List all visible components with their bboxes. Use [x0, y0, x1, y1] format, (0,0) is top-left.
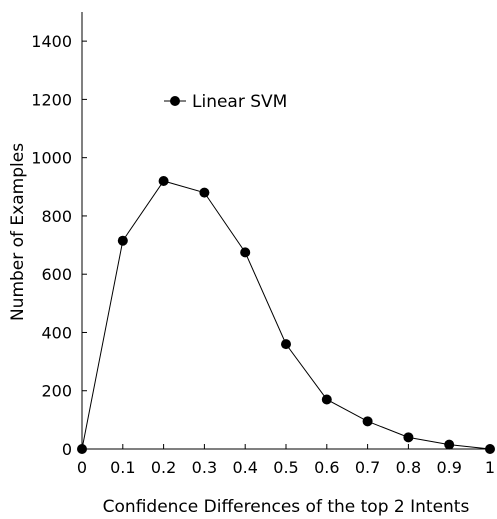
- data-point: [444, 439, 455, 450]
- y-axis-title: Number of Examples: [8, 143, 28, 321]
- y-tick-label: 1200: [31, 90, 72, 109]
- y-tick-label: 0: [62, 440, 72, 459]
- x-tick-label: 0.9: [436, 458, 461, 477]
- data-point: [485, 444, 495, 454]
- x-tick-label: 1: [485, 458, 495, 477]
- y-tick-label: 800: [41, 207, 72, 226]
- series-layer: [77, 175, 495, 454]
- x-tick-label: 0.2: [151, 458, 176, 477]
- y-tick-label: 1400: [31, 32, 72, 51]
- x-tick-label: 0.5: [273, 458, 298, 477]
- x-tick-label: 0.1: [110, 458, 135, 477]
- y-tick-label: 400: [41, 323, 72, 342]
- x-tick-label: 0.3: [192, 458, 217, 477]
- data-point: [240, 247, 251, 258]
- legend: Linear SVM: [164, 92, 287, 112]
- legend-entry-label: Linear SVM: [192, 92, 287, 112]
- x-ticks: 0 0.1 0.2 0.3 0.4 0.5 0.6 0.7 0.8 0.9 1: [77, 444, 495, 477]
- axes: [81, 12, 490, 450]
- x-tick-label: 0.7: [355, 458, 380, 477]
- data-point: [362, 416, 373, 427]
- x-tick-label: 0.8: [396, 458, 421, 477]
- data-point: [158, 175, 169, 186]
- data-point: [403, 432, 414, 443]
- series-line: [81, 180, 491, 450]
- data-point: [321, 394, 332, 405]
- y-tick-label: 600: [41, 265, 72, 284]
- data-point: [199, 187, 210, 198]
- x-tick-label: 0: [77, 458, 87, 477]
- y-tick-label: 200: [41, 382, 72, 401]
- data-point: [117, 235, 128, 246]
- data-point: [281, 339, 291, 350]
- data-point: [77, 444, 87, 454]
- y-tick-label: 1000: [31, 149, 72, 168]
- x-tick-label: 0.6: [314, 458, 339, 477]
- x-axis-title: Confidence Differences of the top 2 Inte…: [103, 497, 470, 517]
- legend-marker: [170, 96, 180, 106]
- x-tick-label: 0.4: [232, 458, 257, 477]
- y-ticks: 0 200 400 600 800 1000 1200 1400: [31, 32, 87, 459]
